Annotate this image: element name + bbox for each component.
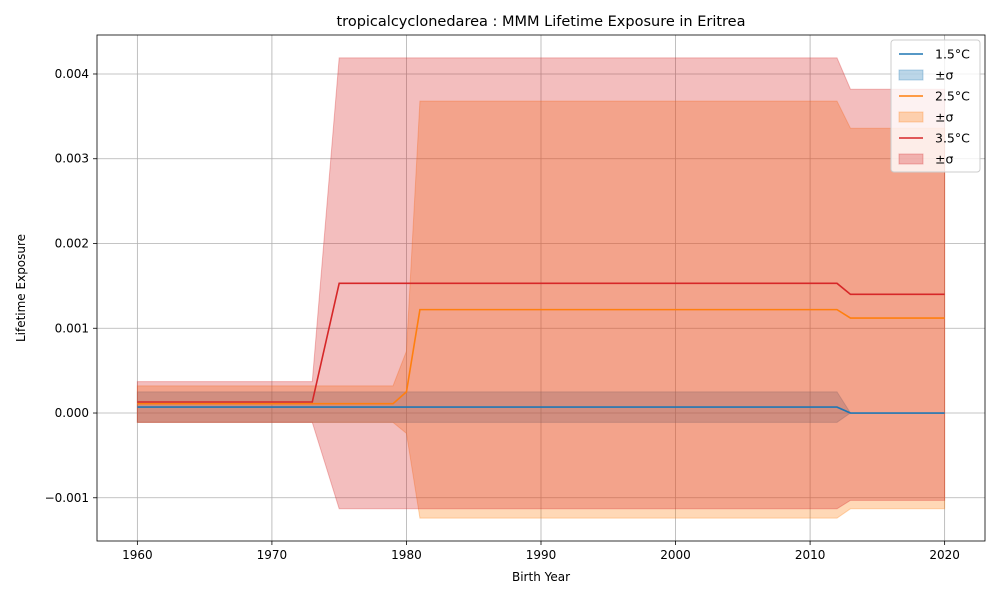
series-lines	[137, 282, 945, 414]
legend-label: ±σ	[935, 68, 953, 83]
x-tick-label: 1960	[122, 548, 153, 562]
legend-label: 2.5°C	[935, 89, 970, 104]
x-tick-label: 1990	[526, 548, 557, 562]
y-tick-label: 0.004	[55, 67, 89, 81]
series-line-1.5°C	[137, 406, 945, 414]
legend-label: 1.5°C	[935, 47, 970, 62]
legend-label: ±σ	[935, 152, 953, 167]
series-line-3.5°C	[137, 282, 945, 403]
y-tick-label: 0.001	[55, 321, 89, 335]
x-axis-title: Birth Year	[512, 570, 570, 584]
y-axis-title: Lifetime Exposure	[14, 234, 28, 342]
uncertainty-bands	[136, 57, 946, 519]
y-tick-label: 0.002	[55, 237, 89, 251]
legend-label: 3.5°C	[935, 131, 970, 146]
legend-box	[890, 39, 981, 173]
x-tick-label: 2020	[929, 548, 960, 562]
legend-label: ±σ	[935, 110, 953, 125]
x-tick-label: 1970	[257, 548, 288, 562]
axis-ticks: 1960 1970 1980 1990 2000 2010 2020 −0.001 0.000 0…	[45, 67, 960, 562]
legend: 1.5°C ±σ 2.5°C ±σ 3.5°C ±σ	[890, 39, 981, 173]
x-tick-label: 1980	[391, 548, 422, 562]
y-tick-label: 0.000	[55, 406, 89, 420]
x-tick-label: 2010	[795, 548, 826, 562]
chart-title: tropicalcyclonedarea : MMM Lifetime Expo…	[337, 14, 746, 30]
grid	[97, 35, 985, 541]
legend-band-swatch	[898, 111, 924, 123]
y-tick-label: −0.001	[45, 491, 89, 505]
legend-band-swatch	[898, 69, 924, 81]
y-tick-label: 0.003	[55, 152, 89, 166]
x-tick-label: 2000	[660, 548, 691, 562]
legend-band-swatch	[898, 153, 924, 165]
series-line-2.5°C	[137, 308, 945, 405]
